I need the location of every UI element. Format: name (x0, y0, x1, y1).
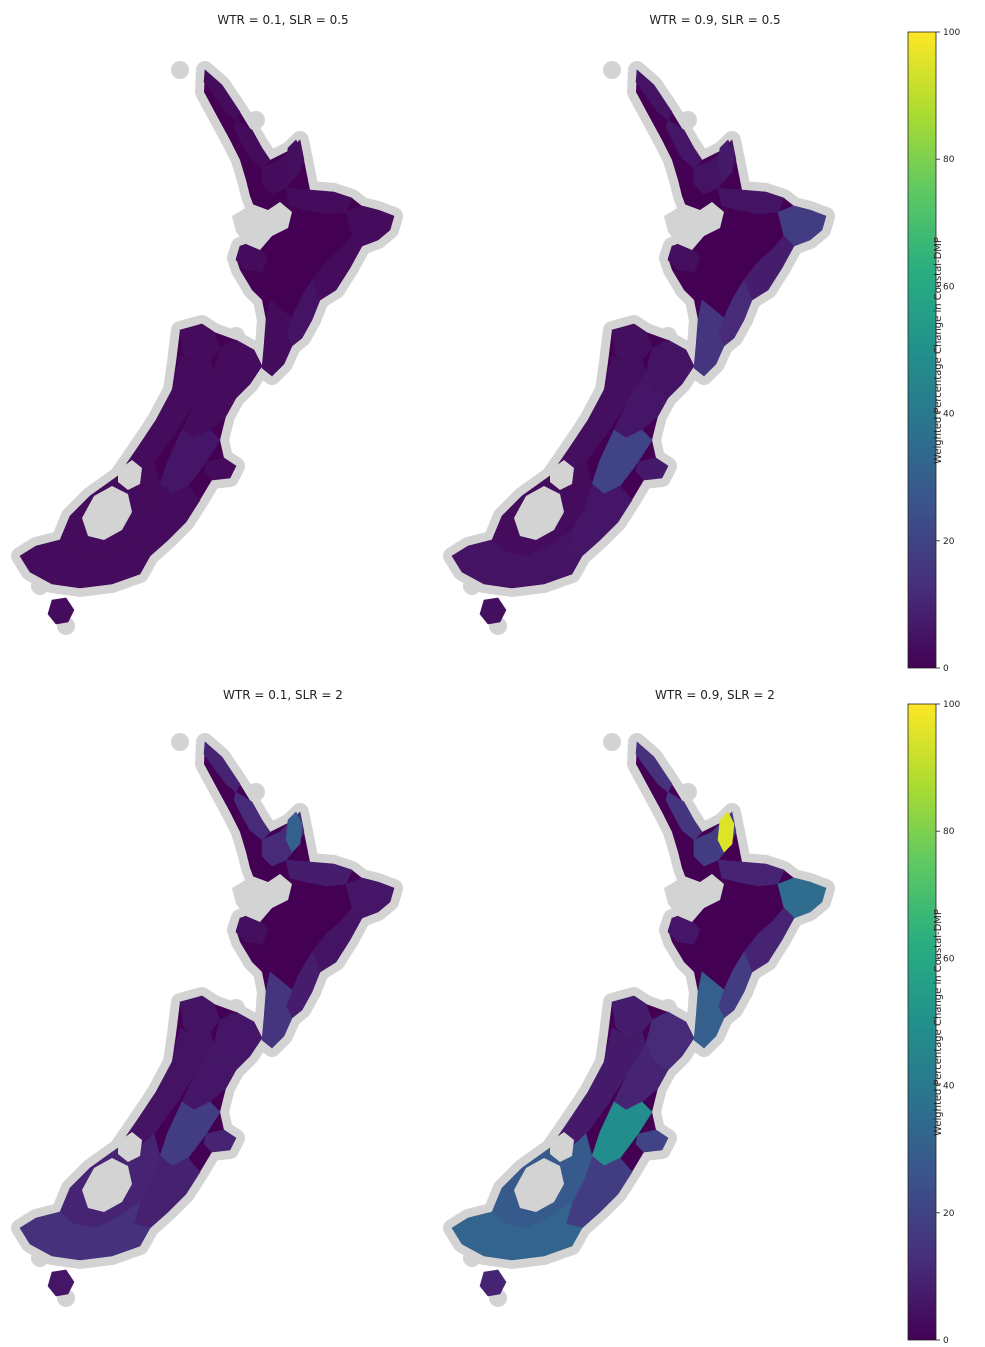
lake-area-0 (232, 874, 292, 922)
colorbar-tick-label: 0 (943, 664, 949, 674)
region-nelson (179, 323, 221, 365)
map-panel-1 (443, 61, 835, 635)
lake-area-1 (82, 486, 132, 540)
region-stewart (47, 1269, 75, 1297)
region-coromandel (717, 811, 735, 853)
panel-title-top-left: WTR = 0.1, SLR = 0.5 (217, 13, 349, 27)
halo-dot-6 (247, 111, 265, 129)
halo-dot-0 (171, 61, 189, 79)
lake-area-0 (664, 874, 724, 922)
colorbar-gradient (907, 703, 937, 1341)
region-wellington (261, 971, 293, 1049)
colorbar-tick-label: 100 (943, 700, 960, 710)
region-canterbury-mid (591, 429, 653, 495)
halo-dot-0 (171, 733, 189, 751)
lake-area-0 (664, 202, 724, 250)
colorbar-0: 0 20 40 60 80 100 (907, 28, 960, 674)
region-canterbury-mid (591, 1101, 653, 1167)
region-stewart (479, 1269, 507, 1297)
panel-title-bottom-right: WTR = 0.9, SLR = 2 (655, 688, 775, 702)
panel-title-top-right: WTR = 0.9, SLR = 0.5 (649, 13, 781, 27)
region-banks (203, 1129, 237, 1153)
lake-area-1 (514, 1158, 564, 1212)
halo-dot-3 (31, 577, 49, 595)
region-southland (451, 1201, 583, 1261)
lake-area-2 (118, 460, 142, 490)
halo-dot-6 (247, 783, 265, 801)
colorbar-gradient (907, 31, 937, 669)
lake-area-1 (82, 1158, 132, 1212)
halo-dot-0 (603, 733, 621, 751)
map-panel-0 (11, 61, 403, 635)
region-canterbury-mid (159, 1101, 221, 1167)
halo-dot-6 (679, 783, 697, 801)
region-banks (635, 1129, 669, 1153)
colorbar-tick-label: 80 (943, 827, 955, 837)
lake-area-0 (232, 202, 292, 250)
region-nelson (179, 995, 221, 1037)
region-coromandel (717, 139, 735, 181)
colorbar-tick-label: 60 (943, 954, 955, 964)
region-wellington (693, 299, 725, 377)
region-wellington (693, 971, 725, 1049)
region-coromandel (285, 139, 303, 181)
lake-area-2 (550, 460, 574, 490)
region-stewart (47, 597, 75, 625)
region-coromandel (285, 811, 303, 853)
region-nelson (611, 995, 653, 1037)
colorbar-tick-label: 100 (943, 28, 960, 38)
halo-dot-0 (603, 61, 621, 79)
colorbar-tick-label: 80 (943, 155, 955, 165)
lake-area-2 (118, 1132, 142, 1162)
halo-dot-3 (463, 1249, 481, 1267)
colorbar-tick-label: 40 (943, 410, 955, 420)
colorbar-tick-label: 60 (943, 282, 955, 292)
colorbar-1: 0 20 40 60 80 100 (907, 700, 960, 1346)
region-stewart (479, 597, 507, 625)
halo-dot-3 (31, 1249, 49, 1267)
colorbar-label-bottom: Weighted Percentage Change in Coastal-DM… (932, 909, 944, 1136)
colorbar-tick-label: 20 (943, 537, 955, 547)
colorbar-tick-label: 0 (943, 1336, 949, 1346)
region-southland (19, 1201, 151, 1261)
lake-area-1 (514, 486, 564, 540)
region-banks (203, 457, 237, 481)
region-banks (635, 457, 669, 481)
panel-title-bottom-left: WTR = 0.1, SLR = 2 (223, 688, 343, 702)
colorbar-tick-label: 40 (943, 1082, 955, 1092)
halo-dot-6 (679, 111, 697, 129)
region-canterbury-mid (159, 429, 221, 495)
map-panel-3 (443, 733, 835, 1307)
map-panel-2 (11, 733, 403, 1307)
colorbar-label-top: Weighted Percentage Change in Coastal-DM… (932, 237, 944, 464)
halo-dot-3 (463, 577, 481, 595)
region-nelson (611, 323, 653, 365)
region-southland (451, 529, 583, 589)
region-southland (19, 529, 151, 589)
colorbar-tick-label: 20 (943, 1209, 955, 1219)
lake-area-2 (550, 1132, 574, 1162)
region-wellington (261, 299, 293, 377)
